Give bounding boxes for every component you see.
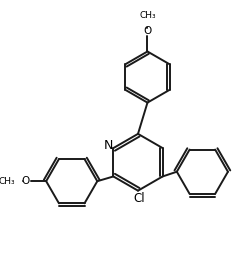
Text: O: O	[22, 176, 30, 186]
Text: CH₃: CH₃	[139, 11, 156, 20]
Text: Cl: Cl	[133, 192, 145, 205]
Text: O: O	[143, 26, 152, 36]
Text: N: N	[103, 139, 113, 152]
Text: CH₃: CH₃	[0, 177, 15, 186]
